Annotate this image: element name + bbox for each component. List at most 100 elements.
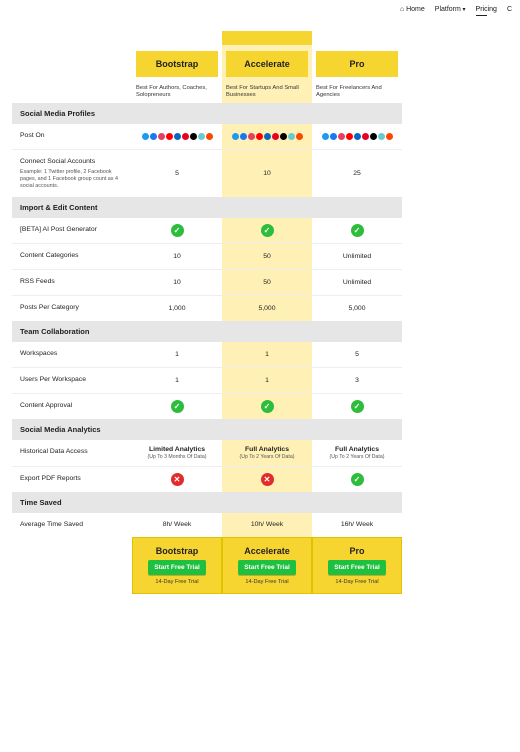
cell (312, 124, 402, 149)
section-header: Import & Edit Content (12, 197, 402, 218)
social-icon (280, 133, 287, 140)
plan-footer-name: Accelerate (244, 546, 290, 556)
row-label: [BETA] AI Post Generator (12, 218, 132, 243)
cell (132, 218, 222, 243)
cross-icon (171, 473, 184, 486)
social-icon (288, 133, 295, 140)
plan-footer-name: Pro (349, 546, 364, 556)
cell (132, 124, 222, 149)
social-icon (296, 133, 303, 140)
plan-footer-accelerate: Accelerate Start Free Trial 14-Day Free Tr… (222, 537, 312, 594)
social-icon (158, 133, 165, 140)
cell: 16h/ Week (312, 513, 402, 538)
row-label: Content Approval (12, 394, 132, 419)
plan-footer-bootstrap: BootstrapStart Free Trial14-Day Free Tri… (132, 537, 222, 594)
nav-link-c[interactable]: C (507, 6, 512, 13)
cell: 25 (312, 150, 402, 197)
cell: Full Analytics(Up To 2 Years Of Data) (312, 440, 402, 466)
row-label: Content Categories (12, 244, 132, 269)
social-icon (166, 133, 173, 140)
social-icon (338, 133, 345, 140)
social-icon-cluster (322, 133, 393, 140)
nav-link-home[interactable]: ⌂ Home (400, 6, 425, 13)
social-icon (182, 133, 189, 140)
check-icon (351, 224, 364, 237)
section-header: Social Media Analytics (12, 419, 402, 440)
social-icon (322, 133, 329, 140)
row-label: RSS Feeds (12, 270, 132, 295)
cell (222, 124, 312, 149)
social-icon (142, 133, 149, 140)
social-icon (190, 133, 197, 140)
nav-link-platform[interactable]: Platform (435, 6, 466, 13)
check-icon (351, 400, 364, 413)
social-icon (362, 133, 369, 140)
cell: 10 (132, 270, 222, 295)
row-label: Users Per Workspace (12, 368, 132, 393)
section-header: Time Saved (12, 492, 402, 513)
plan-footer-pro: ProStart Free Trial14-Day Free Trial (312, 537, 402, 594)
cell (132, 467, 222, 492)
cell: 1,000 (132, 296, 222, 321)
row-label: Connect Social AccountsExample: 1 Twitte… (12, 150, 132, 197)
check-icon (171, 400, 184, 413)
row-label: Average Time Saved (12, 513, 132, 538)
plan-subtitle: Best For Startups And Small Businesses (222, 81, 312, 103)
social-icon (232, 133, 239, 140)
trial-note: 14-Day Free Trial (245, 579, 288, 585)
row-label: Workspaces (12, 342, 132, 367)
cell: 8h/ Week (132, 513, 222, 538)
start-trial-button[interactable]: Start Free Trial (328, 560, 386, 575)
social-icon (378, 133, 385, 140)
row-label: Historical Data Access (12, 440, 132, 466)
social-icon (370, 133, 377, 140)
cross-icon (261, 473, 274, 486)
start-trial-button[interactable]: Start Free Trial (238, 560, 296, 575)
cell: 50 (222, 244, 312, 269)
cell (312, 218, 402, 243)
plan-footer-name: Bootstrap (156, 546, 199, 556)
cell: 1 (132, 368, 222, 393)
cell: 5,000 (312, 296, 402, 321)
check-icon (261, 224, 274, 237)
social-icon (206, 133, 213, 140)
cell: 3 (312, 368, 402, 393)
social-icon (264, 133, 271, 140)
cell (222, 394, 312, 419)
social-icon (272, 133, 279, 140)
top-nav: ⌂ Home Platform Pricing C (0, 0, 520, 15)
section-header: Team Collaboration (12, 321, 402, 342)
cell: 1 (132, 342, 222, 367)
cell: Full Analytics(Up To 2 Years Of Data) (222, 440, 312, 466)
social-icon (248, 133, 255, 140)
cell: 1 (222, 368, 312, 393)
nav-link-pricing[interactable]: Pricing (476, 6, 497, 13)
cell: 10 (132, 244, 222, 269)
section-header: Social Media Profiles (12, 103, 402, 124)
social-icon (150, 133, 157, 140)
cell: 10h/ Week (222, 513, 312, 538)
row-label: Post On (12, 124, 132, 149)
check-icon (351, 473, 364, 486)
cell: Unlimited (312, 244, 402, 269)
cell: 10 (222, 150, 312, 197)
social-icon (354, 133, 361, 140)
cell (312, 467, 402, 492)
row-label: Posts Per Category (12, 296, 132, 321)
plan-name: Accelerate (226, 51, 308, 77)
cell: 5 (132, 150, 222, 197)
cell: 1 (222, 342, 312, 367)
plan-subtitle: Best For Authors, Coaches, Solopreneurs (132, 81, 222, 103)
check-icon (261, 400, 274, 413)
start-trial-button[interactable]: Start Free Trial (148, 560, 206, 575)
social-icon (240, 133, 247, 140)
plan-header-bootstrap: Bootstrap (132, 45, 222, 81)
plan-header-pro: Pro (312, 45, 402, 81)
row-label: Export PDF Reports (12, 467, 132, 492)
social-icon (330, 133, 337, 140)
plan-name: Pro (316, 51, 398, 77)
social-icon (198, 133, 205, 140)
check-icon (171, 224, 184, 237)
social-icon (256, 133, 263, 140)
cell (312, 394, 402, 419)
